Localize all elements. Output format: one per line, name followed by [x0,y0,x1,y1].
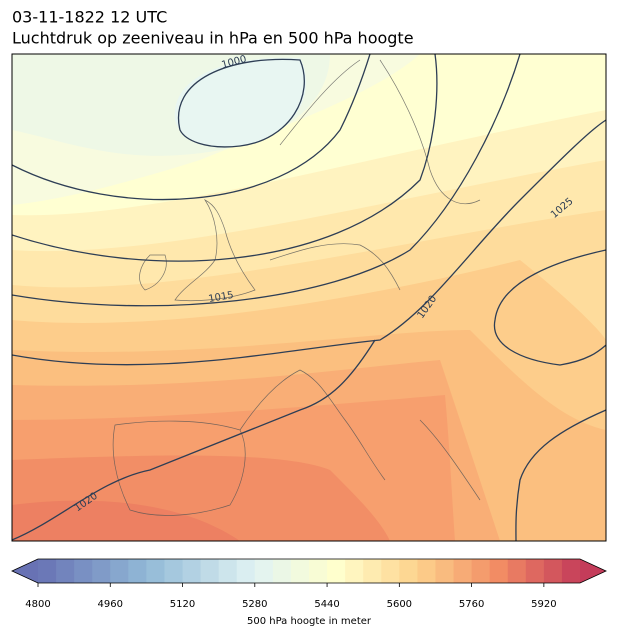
colorbar-band [507,559,527,583]
isobar-label: 1015 [208,290,235,305]
colorbar: 4800 4960 5120 5280 5440 5600 5760 5920 [11,558,607,610]
colorbar-tick-label: 5120 [170,599,195,610]
colorbar-band [74,559,93,583]
colorbar-band [561,559,581,583]
colorbar-tick-label: 5600 [387,599,412,610]
colorbar-band [453,559,473,583]
colorbar-band [56,559,75,583]
colorbar-band [525,559,545,583]
colorbar-band [272,559,292,583]
coastline [112,420,246,516]
height-band [12,500,240,541]
isobar [12,54,521,307]
isobar [177,58,305,148]
isobar [515,409,606,541]
colorbar-tick-label: 5280 [242,599,267,610]
colorbar-band [327,559,346,583]
isobar [12,54,438,262]
colorbar-band [399,559,418,583]
colorbar-band [489,559,509,583]
colorbar-band [38,559,57,583]
colorbar-extend-high [580,559,606,583]
colorbar-band [182,559,202,583]
colorbar-band [236,559,256,583]
isobar [493,249,606,366]
coastline [269,243,481,501]
colorbar-extend-low [12,559,38,583]
colorbar-band [345,559,364,583]
coastline [279,59,481,205]
isobar [12,54,371,201]
colorbar-band [254,559,274,583]
isobar [12,119,606,366]
colorbar-band [417,559,436,583]
colorbar-band [218,559,238,583]
colorbar-tick-label: 5760 [459,599,484,610]
colorbar-band [363,559,382,583]
colorbar-band [381,559,400,583]
map-frame [11,53,607,542]
colorbar-band [435,559,455,583]
height-band [174,57,307,147]
coastline [239,369,386,481]
colorbar-tick-label: 4960 [98,599,123,610]
colorbar-band [164,559,184,583]
isobar [12,339,376,541]
colorbar-label: 500 hPa hoogte in meter [247,616,372,627]
colorbar-tick-label: 4800 [25,599,50,610]
subtitle: Luchtdruk op zeeniveau in hPa en 500 hPa… [12,29,414,48]
colorbar-band [128,559,147,583]
colorbar-tick-label: 5440 [314,599,339,610]
colorbar-band [290,559,310,583]
colorbar-band [309,559,328,583]
coastline [174,199,256,302]
map [12,54,606,541]
coastline [139,254,167,291]
colorbar-band [543,559,563,583]
title: 03-11-1822 12 UTC [12,8,167,27]
colorbar-band [471,559,491,583]
colorbar-outline [11,558,607,584]
colorbar-band [146,559,165,583]
colorbar-band [200,559,220,583]
colorbar-band [110,559,129,583]
colorbar-band [92,559,111,583]
colorbar-tick-label: 5920 [531,599,556,610]
